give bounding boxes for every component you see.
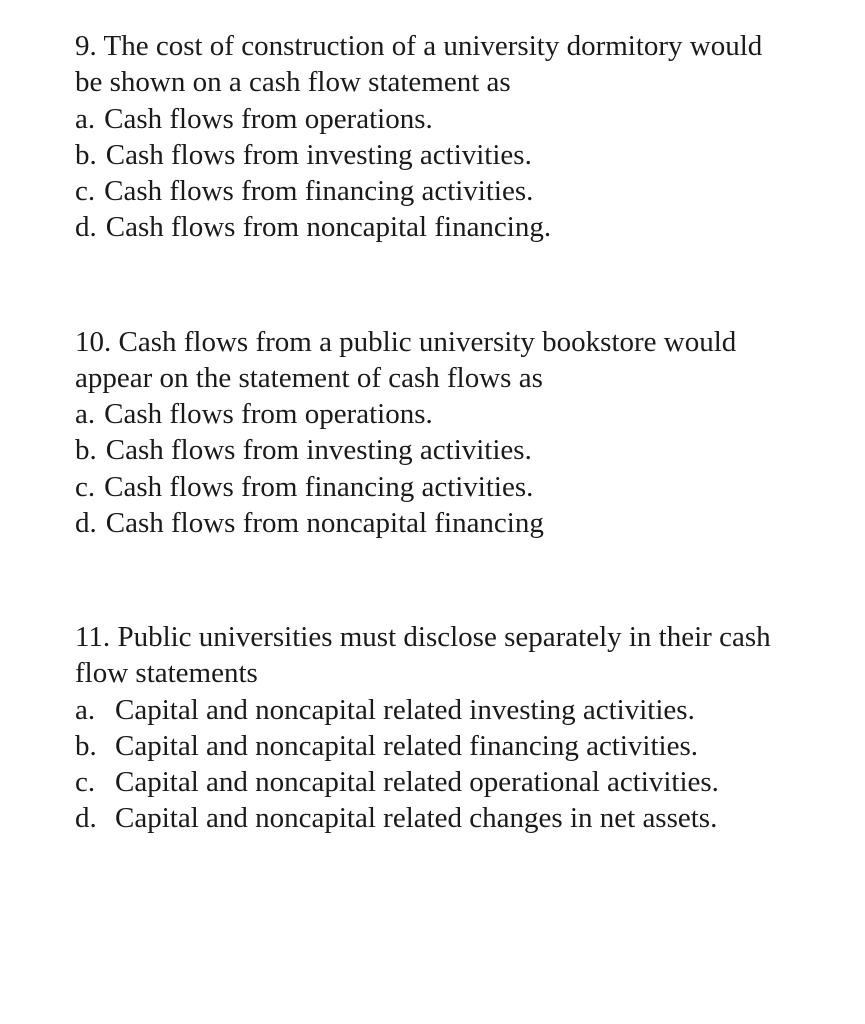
option-text: Cash flows from operations. — [104, 396, 795, 432]
question-9-option-c: c. Cash flows from financing activities. — [75, 173, 795, 209]
question-9-option-d: d. Cash flows from noncapital financing. — [75, 209, 795, 245]
question-10-option-c: c. Cash flows from financing activities. — [75, 469, 795, 505]
option-marker: d. — [75, 800, 115, 836]
question-10-option-d: d. Cash flows from noncapital financing — [75, 505, 795, 541]
option-marker: b. — [75, 432, 106, 468]
option-text: Cash flows from noncapital financing. — [106, 209, 795, 245]
option-marker: d. — [75, 209, 106, 245]
question-text: Cash flows from a public university book… — [75, 326, 736, 394]
question-11-option-c: c. Capital and noncapital related operat… — [75, 764, 795, 800]
question-10-option-b: b. Cash flows from investing activities. — [75, 432, 795, 468]
option-marker: a. — [75, 692, 115, 728]
question-text: Public universities must disclose separa… — [75, 621, 771, 689]
question-11-option-d: d. Capital and noncapital related change… — [75, 800, 795, 836]
question-11-stem: 11. Public universities must disclose se… — [75, 619, 795, 692]
option-marker: c. — [75, 764, 115, 800]
question-11-option-b: b. Capital and noncapital related financ… — [75, 728, 795, 764]
option-marker: b. — [75, 728, 115, 764]
question-number: 10. — [75, 326, 111, 358]
option-text: Cash flows from investing activities. — [106, 432, 795, 468]
option-text: Cash flows from financing activities. — [104, 173, 795, 209]
option-marker: d. — [75, 505, 106, 541]
option-marker: c. — [75, 173, 104, 209]
question-9-stem: 9. The cost of construction of a univers… — [75, 28, 795, 101]
question-text: The cost of construction of a university… — [75, 30, 762, 98]
option-text: Capital and noncapital related changes i… — [115, 800, 795, 836]
option-text: Cash flows from operations. — [104, 101, 795, 137]
option-text: Capital and noncapital related financing… — [115, 728, 795, 764]
option-marker: b. — [75, 137, 106, 173]
option-text: Capital and noncapital related investing… — [115, 692, 795, 728]
question-10-option-a: a. Cash flows from operations. — [75, 396, 795, 432]
option-text: Cash flows from noncapital financing — [106, 505, 795, 541]
option-marker: c. — [75, 469, 104, 505]
question-9-option-b: b. Cash flows from investing activities. — [75, 137, 795, 173]
question-number: 9. — [75, 30, 97, 62]
question-10: 10. Cash flows from a public university … — [75, 324, 795, 542]
option-marker: a. — [75, 396, 104, 432]
option-marker: a. — [75, 101, 104, 137]
option-text: Cash flows from financing activities. — [104, 469, 795, 505]
question-9: 9. The cost of construction of a univers… — [75, 28, 795, 246]
question-11-option-a: a. Capital and noncapital related invest… — [75, 692, 795, 728]
option-text: Capital and noncapital related operation… — [115, 764, 795, 800]
question-9-option-a: a. Cash flows from operations. — [75, 101, 795, 137]
question-11: 11. Public universities must disclose se… — [75, 619, 795, 837]
option-text: Cash flows from investing activities. — [106, 137, 795, 173]
question-10-stem: 10. Cash flows from a public university … — [75, 324, 795, 397]
question-number: 11. — [75, 621, 110, 653]
